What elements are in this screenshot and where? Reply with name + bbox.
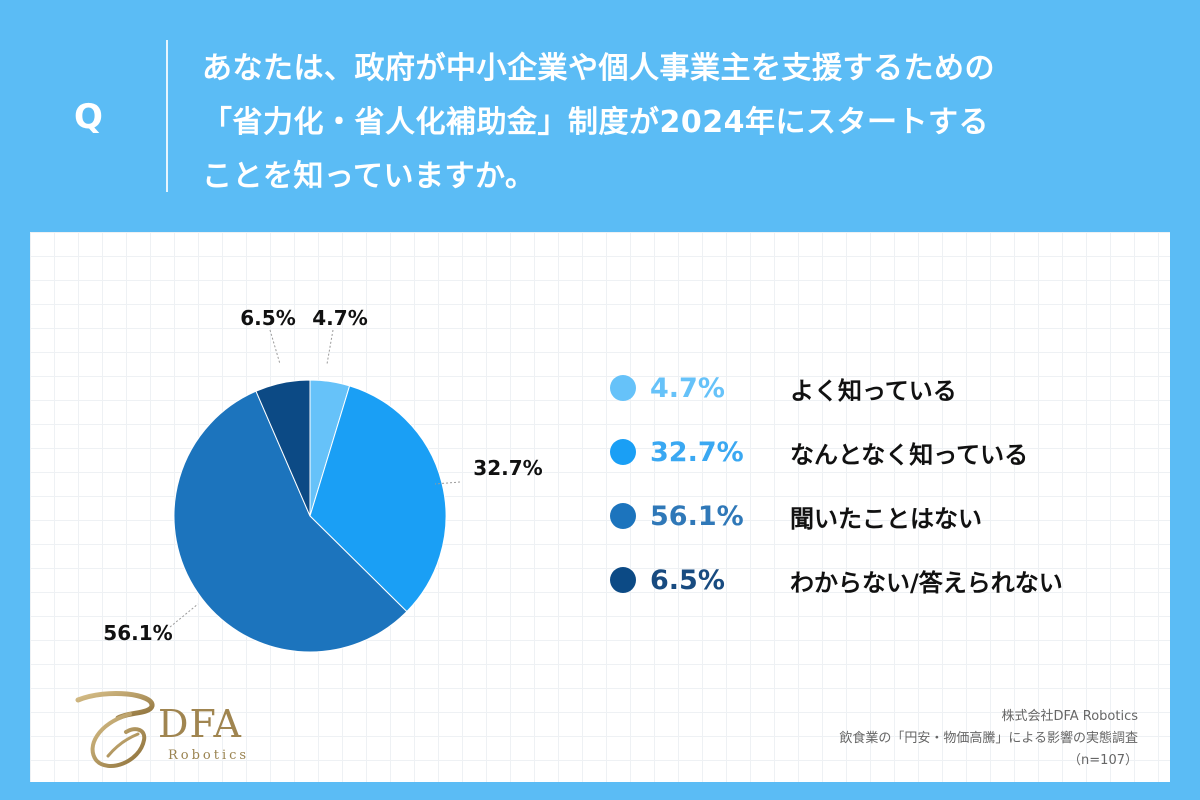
legend-dot-icon [610, 503, 636, 529]
slice-data-label: 32.7% [473, 456, 542, 480]
legend-label: わからない/答えられない [790, 568, 1063, 597]
logo-subtext: Robotics [168, 748, 250, 763]
slice-leader-line [169, 603, 199, 628]
source-survey: 飲食業の「円安・物価高騰」による影響の実態調査 [839, 731, 1138, 746]
legend-percent: 56.1% [650, 500, 744, 532]
slice-data-label: 6.5% [240, 306, 295, 330]
legend-dot-icon [610, 439, 636, 465]
chart-legend: 4.7% よく知っている 32.7% なんとなく知っている 56.1% 聞いたことはない 6… [610, 356, 1150, 612]
pie-chart: 4.7% 32.7% 56.1% 6.5% [103, 306, 543, 653]
chart-panel: 4.7% 32.7% 56.1% 6.5% 4.7% よく知っている 32.7% なんとなく… [30, 232, 1170, 782]
dfa-swirl-icon [75, 690, 155, 768]
slice-leader-line [434, 481, 461, 485]
legend-item: 4.7% よく知っている [610, 356, 1150, 420]
legend-item: 56.1% 聞いたことはない [610, 484, 1150, 548]
pie-slice [309, 385, 447, 613]
slice-data-label: 4.7% [312, 306, 367, 330]
legend-percent: 4.7% [650, 372, 725, 404]
source-sample: （n=107） [1068, 753, 1138, 768]
question-header: Q あなたは、政府が中小企業や個人事業主を支援するための 「省力化・省人化補助金… [0, 0, 1200, 232]
slice-leader-line [326, 329, 334, 365]
legend-label: 聞いたことはない [790, 504, 982, 533]
source-company: 株式会社DFA Robotics [1001, 709, 1138, 724]
legend-item: 6.5% わからない/答えられない [610, 548, 1150, 612]
q-mark: Q [74, 97, 103, 137]
logo-text: DFA [158, 702, 242, 746]
legend-label: なんとなく知っている [790, 440, 1029, 469]
slice-data-label: 56.1% [103, 621, 172, 645]
legend-item: 32.7% なんとなく知っている [610, 420, 1150, 484]
legend-percent: 6.5% [650, 564, 725, 596]
legend-dot-icon [610, 375, 636, 401]
legend-label: よく知っている [790, 376, 957, 405]
source-note: 株式会社DFA Robotics 飲食業の「円安・物価高騰」による影響の実態調査… [618, 706, 1138, 772]
legend-dot-icon [610, 567, 636, 593]
question-text: あなたは、政府が中小企業や個人事業主を支援するための 「省力化・省人化補助金」制… [202, 51, 995, 194]
slice-leader-line [269, 329, 281, 365]
pie-slice [255, 379, 311, 517]
pie-slice [173, 390, 408, 653]
header-divider [166, 40, 168, 192]
legend-percent: 32.7% [650, 436, 744, 468]
dfa-logo: DFA Robotics [60, 684, 280, 774]
